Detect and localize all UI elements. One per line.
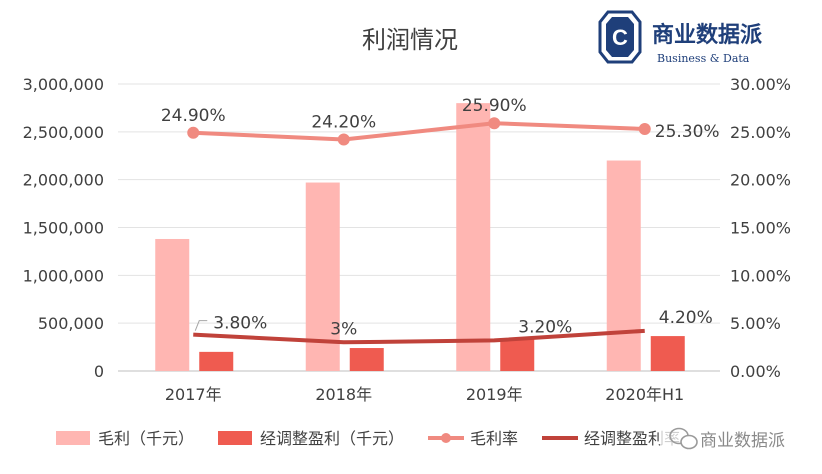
gross-profit-bar — [456, 103, 491, 371]
gross-margin-label: 25.30% — [655, 122, 720, 142]
right-tick-label: 10.00% — [730, 266, 791, 285]
right-tick-label: 15.00% — [730, 219, 791, 238]
gross-profit-bar — [606, 160, 641, 371]
right-tick-label: 5.00% — [730, 314, 781, 333]
adjusted-profit-bar — [349, 348, 384, 371]
line-series — [187, 117, 651, 345]
adjusted-profit-bar — [650, 336, 685, 371]
x-tick-label: 2020年H1 — [605, 385, 684, 404]
gross-margin-line — [193, 121, 645, 142]
adjusted-margin-label: 3.80% — [213, 314, 267, 334]
gross-margin-label: 25.90% — [462, 96, 527, 116]
adjusted-profit-bar — [500, 338, 535, 371]
left-tick-label: 3,000,000 — [23, 75, 104, 94]
gross-margin-marker — [638, 122, 651, 135]
legend-swatch — [218, 431, 252, 445]
legend-label: 毛利率 — [470, 429, 518, 448]
x-tick-label: 2017年 — [165, 385, 222, 404]
legend-label: 经调整盈利（千元） — [260, 429, 404, 448]
left-tick-label: 2,500,000 — [23, 123, 104, 142]
x-tick-label: 2018年 — [315, 385, 372, 404]
adjusted-profit-bar — [199, 351, 234, 371]
watermark: 商业数据派 — [660, 424, 822, 454]
x-tick-label: 2019年 — [466, 385, 523, 404]
logo-name: 商业数据派 — [652, 22, 762, 48]
adjusted-margin-label: 3% — [330, 319, 357, 339]
brand-logo: C 商业数据派 Business & Data — [598, 10, 762, 65]
gross-margin-marker — [187, 126, 200, 139]
left-tick-label: 2,000,000 — [23, 171, 104, 190]
legend: 毛利（千元） 经调整盈利（千元） 毛利率 经调整盈利率 — [56, 429, 680, 448]
logo-mark: C — [612, 25, 628, 50]
right-tick-label: 0.00% — [730, 362, 781, 381]
right-tick-label: 25.00% — [730, 123, 791, 142]
chart-title: 利润情况 — [362, 26, 458, 54]
left-tick-label: 1,500,000 — [23, 219, 104, 238]
label-leader-line — [194, 320, 208, 331]
logo-tagline: Business & Data — [657, 52, 750, 65]
gross-margin-marker — [337, 133, 350, 146]
gross-profit-bar — [155, 238, 190, 371]
adjusted-margin-label: 4.20% — [659, 308, 713, 328]
adjusted-margin-line — [193, 328, 645, 345]
gross-margin-label: 24.90% — [161, 106, 226, 126]
left-tick-label: 500,000 — [38, 314, 104, 333]
adjusted-margin-label: 3.20% — [518, 317, 572, 337]
legend-marker — [441, 433, 451, 443]
wechat-icon — [669, 427, 698, 450]
data-labels: 24.90% 24.20% 25.90% 25.30% 3.80% 3% 3.20% 4.20… — [161, 96, 720, 339]
x-axis: 2017年 2018年 2019年 2020年H1 — [165, 385, 684, 404]
gross-margin-marker — [488, 117, 501, 130]
legend-label: 经调整盈利率 — [584, 429, 680, 448]
watermark-text: 商业数据派 — [700, 431, 785, 451]
legend-swatch — [56, 431, 90, 445]
right-tick-label: 20.00% — [730, 171, 791, 190]
logo-badge-icon — [606, 17, 634, 57]
bars — [155, 103, 685, 371]
logo-frame-icon — [598, 10, 642, 64]
left-axis: 0 500,000 1,000,000 1,500,000 2,000,000 2,500… — [23, 75, 104, 381]
left-tick-label: 0 — [94, 362, 104, 381]
legend-label: 毛利（千元） — [98, 429, 194, 448]
gross-margin-label: 24.20% — [311, 112, 376, 132]
right-axis: 0.00% 5.00% 10.00% 15.00% 20.00% 25.00% 30.00% — [730, 75, 791, 381]
right-tick-label: 30.00% — [730, 75, 791, 94]
left-tick-label: 1,000,000 — [23, 266, 104, 285]
